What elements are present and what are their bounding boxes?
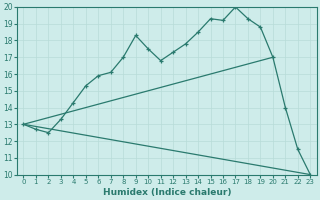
X-axis label: Humidex (Indice chaleur): Humidex (Indice chaleur) [103,188,231,197]
